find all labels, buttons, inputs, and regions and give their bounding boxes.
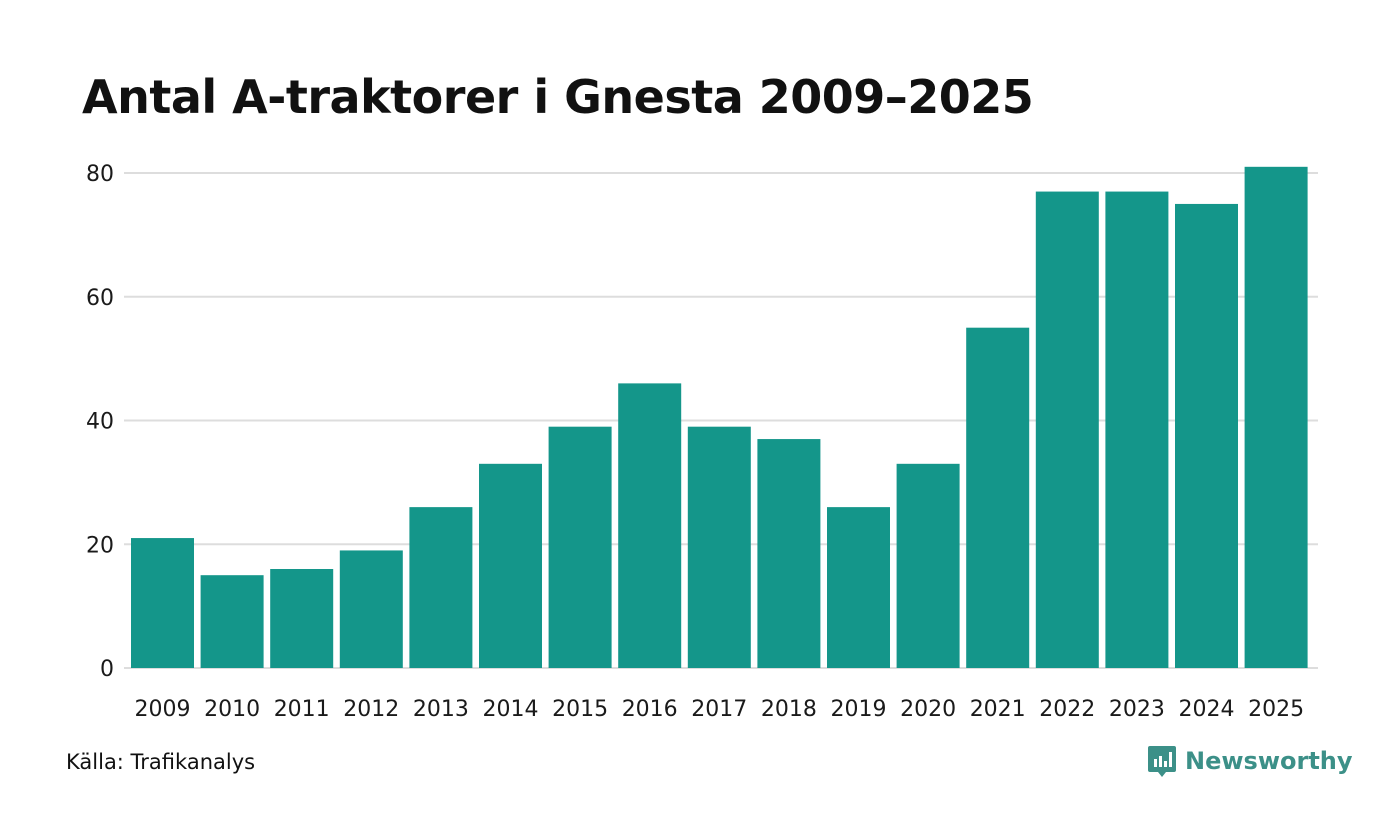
- bar-2019: [827, 507, 890, 668]
- y-tick-label: 40: [86, 410, 114, 435]
- x-tick-label: 2012: [343, 697, 399, 722]
- x-tick-label: 2015: [552, 697, 608, 722]
- x-tick-label: 2020: [900, 697, 956, 722]
- x-tick-label: 2022: [1039, 697, 1095, 722]
- y-tick-label: 60: [86, 286, 114, 311]
- x-axis-ticks: 2009 2010 2011 2012 2013 2014 2015 2016 2017 2018…: [135, 697, 1305, 722]
- x-tick-label: 2023: [1109, 697, 1165, 722]
- bar-2017: [687, 426, 751, 668]
- brand-logo[interactable]: Newsworthy: [1147, 744, 1353, 778]
- x-tick-label: 2018: [761, 697, 817, 722]
- y-tick-label: 0: [100, 657, 114, 682]
- y-tick-label: 80: [86, 162, 114, 187]
- bar-2011: [270, 569, 334, 668]
- x-tick-label: 2009: [135, 697, 191, 722]
- bar-2009: [131, 538, 194, 668]
- bar-2020: [896, 463, 960, 668]
- bar-2022: [1035, 191, 1099, 668]
- x-tick-label: 2021: [970, 697, 1026, 722]
- x-tick-label: 2025: [1248, 697, 1304, 722]
- x-tick-label: 2010: [204, 697, 260, 722]
- x-tick-label: 2014: [483, 697, 539, 722]
- bar-2023: [1105, 191, 1169, 668]
- bar-2021: [966, 327, 1030, 668]
- y-tick-label: 20: [86, 533, 114, 558]
- y-axis-ticks: 0 20 40 60 80: [86, 162, 114, 682]
- bar-2013: [409, 507, 473, 668]
- x-tick-label: 2024: [1179, 697, 1235, 722]
- x-tick-label: 2013: [413, 697, 469, 722]
- bar-2010: [200, 575, 264, 668]
- x-tick-label: 2017: [691, 697, 747, 722]
- x-tick-label: 2019: [831, 697, 887, 722]
- source-text: Källa: Trafikanalys: [66, 750, 256, 774]
- newsworthy-logo-icon: [1148, 746, 1176, 777]
- bars: [131, 166, 1308, 668]
- x-tick-label: 2011: [274, 697, 330, 722]
- bar-2025: [1244, 166, 1308, 668]
- bar-2024: [1175, 203, 1238, 668]
- bar-2016: [618, 383, 682, 668]
- bar-2018: [757, 439, 821, 668]
- x-tick-label: 2016: [622, 697, 678, 722]
- chart-title: Antal A-traktorer i Gnesta 2009–2025: [82, 70, 1034, 124]
- bar-2012: [339, 550, 403, 668]
- bar-2015: [548, 426, 612, 668]
- bar-2014: [479, 463, 542, 668]
- brand-name: Newsworthy: [1185, 747, 1353, 775]
